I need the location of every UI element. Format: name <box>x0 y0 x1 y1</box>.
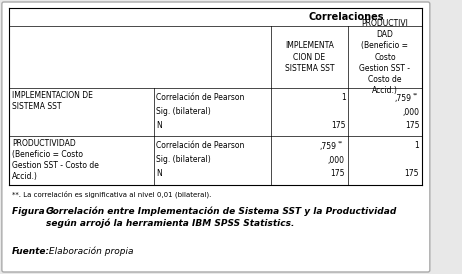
Text: Figura 3.: Figura 3. <box>12 207 58 216</box>
Text: ,000: ,000 <box>402 107 419 116</box>
Text: Correlación de Pearson: Correlación de Pearson <box>156 141 244 150</box>
Text: Sig. (bilateral): Sig. (bilateral) <box>156 107 211 116</box>
Text: Sig. (bilateral): Sig. (bilateral) <box>156 156 211 164</box>
Text: Correlación de Pearson: Correlación de Pearson <box>156 93 244 102</box>
Text: IMPLEMENTACION DE
SISTEMA SST: IMPLEMENTACION DE SISTEMA SST <box>12 91 93 111</box>
Text: ,000: ,000 <box>328 156 345 164</box>
Text: IMPLEMENTA
CION DE
SISTEMA SST: IMPLEMENTA CION DE SISTEMA SST <box>285 41 334 73</box>
FancyBboxPatch shape <box>2 2 430 272</box>
Text: Correlación entre Implementación de Sistema SST y la Productividad
según arrojó : Correlación entre Implementación de Sist… <box>46 207 396 228</box>
Text: **: ** <box>338 141 343 146</box>
Text: 175: 175 <box>404 170 419 178</box>
Text: 1: 1 <box>414 141 419 150</box>
Text: Fuente:: Fuente: <box>12 247 50 256</box>
Text: ,759: ,759 <box>319 141 336 150</box>
Text: Elaboración propia: Elaboración propia <box>46 247 133 256</box>
Text: 175: 175 <box>405 121 419 130</box>
Text: **. La correlación es significativa al nivel 0,01 (bilateral).: **. La correlación es significativa al n… <box>12 190 212 198</box>
Text: 175: 175 <box>331 121 346 130</box>
Text: N: N <box>156 121 162 130</box>
Text: Correlaciones: Correlaciones <box>309 12 384 22</box>
Text: 175: 175 <box>330 170 345 178</box>
Text: PRODUCTIVIDAD
(Beneficio = Costo
Gestion SST - Costo de
Accid.): PRODUCTIVIDAD (Beneficio = Costo Gestion… <box>12 139 99 181</box>
Text: PRODUCTIVI
DAD
(Beneficio =
Costo
Gestion SST -
Costo de
Accid.): PRODUCTIVI DAD (Beneficio = Costo Gestio… <box>359 19 410 95</box>
Text: **: ** <box>413 93 418 98</box>
Text: ,759: ,759 <box>394 93 411 102</box>
Text: N: N <box>156 170 162 178</box>
Text: 1: 1 <box>341 93 346 102</box>
